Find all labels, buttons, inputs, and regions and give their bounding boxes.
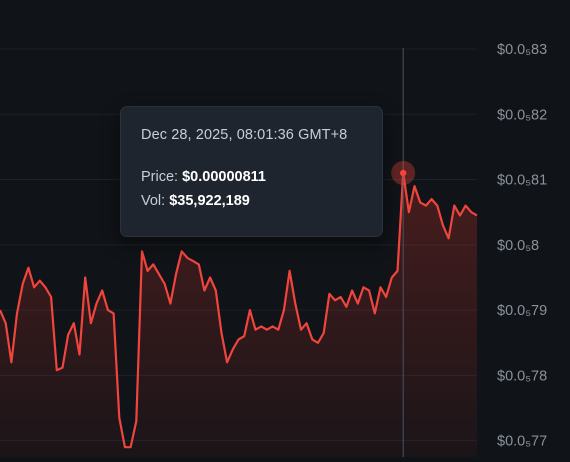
y-tick-label: $0.0₅77	[497, 434, 547, 450]
tooltip-vol-row: Vol: $35,922,189	[141, 193, 362, 209]
y-tick-label: $0.0₅81	[497, 173, 547, 189]
tooltip-date: Dec 28, 2025, 08:01:36 GMT+8	[141, 127, 348, 143]
tooltip-vol-value: $35,922,189	[169, 193, 250, 209]
price-tooltip: Dec 28, 2025, 08:01:36 GMT+8 Price: $0.0…	[120, 106, 383, 237]
tooltip-price-row: Price: $0.00000811	[141, 169, 362, 185]
highlight-point	[399, 169, 407, 177]
y-tick-label: $0.0₅79	[497, 303, 547, 319]
tooltip-vol-label: Vol:	[141, 193, 166, 209]
price-area	[0, 173, 477, 457]
crosshair-layer	[391, 48, 416, 457]
y-tick-label: $0.0₅78	[497, 368, 547, 384]
y-tick-label: $0.0₅82	[497, 107, 547, 123]
y-axis: $0.0₅83 $0.0₅82 $0.0₅81 $0.0₅8 $0.0₅79 $0.0₅7…	[497, 42, 547, 450]
price-line	[0, 171, 478, 449]
y-tick-label: $0.0₅83	[497, 42, 547, 58]
y-tick-label: $0.0₅8	[497, 238, 539, 254]
line-layer	[0, 171, 478, 449]
area-layer	[0, 173, 477, 457]
tooltip-price-label: Price:	[141, 169, 179, 185]
tooltip-price-value: $0.00000811	[182, 169, 266, 185]
